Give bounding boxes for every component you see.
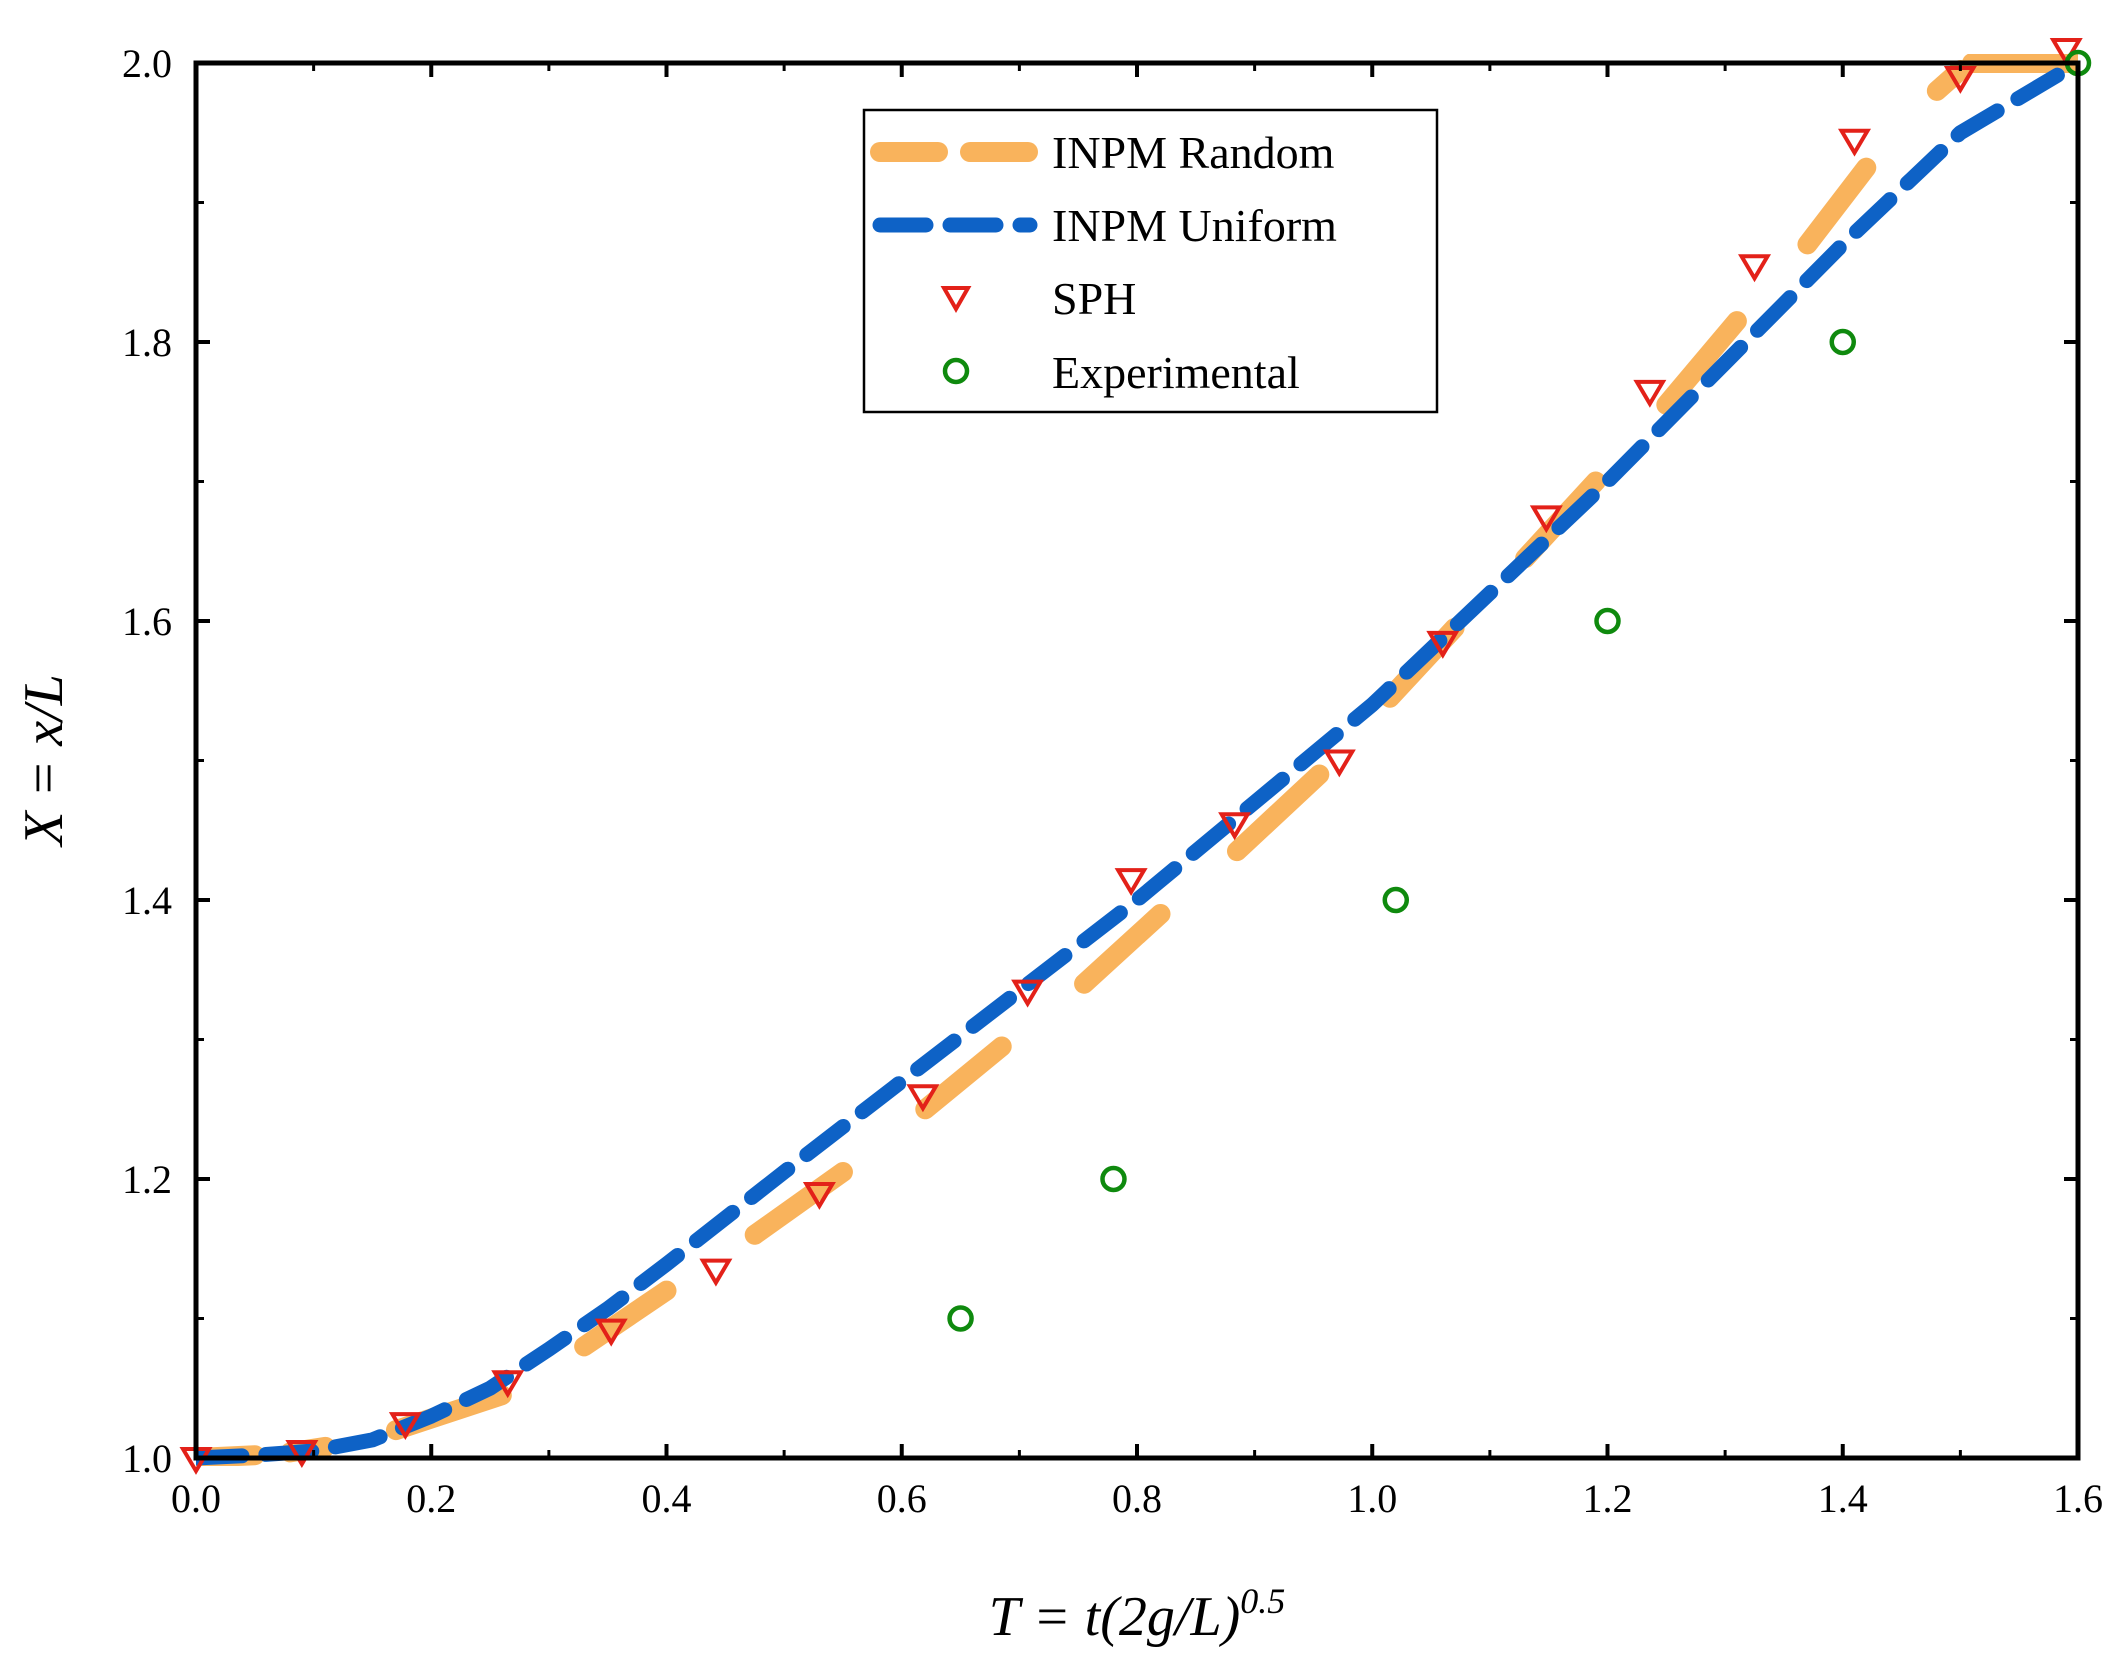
legend-label-inpm-uniform: INPM Uniform — [1052, 200, 1337, 251]
sph-point — [802, 1181, 836, 1210]
legend-label-inpm-random: INPM Random — [1052, 127, 1335, 178]
sph-point — [1633, 379, 1667, 408]
series-inpm-random-segment — [1656, 311, 1747, 415]
experimental-point — [1829, 328, 1856, 356]
marker-layer — [179, 38, 2092, 1475]
x-tick-label: 1.0 — [1347, 1476, 1397, 1521]
y-tick-label: 2.0 — [122, 41, 172, 86]
sph-point — [388, 1412, 422, 1441]
sph-point — [699, 1258, 733, 1287]
sph-point — [1529, 505, 1563, 534]
sph-point — [1838, 128, 1872, 157]
x-tick-label: 1.6 — [2053, 1476, 2103, 1521]
y-tick-label: 1.2 — [122, 1157, 172, 1202]
y-tick-label: 1.0 — [122, 1436, 172, 1481]
sph-point — [1322, 749, 1356, 778]
x-axis-title-main: T = t(2g/L) — [989, 1586, 1240, 1648]
sph-point — [1426, 630, 1460, 659]
x-tick-label: 1.2 — [1583, 1476, 1633, 1521]
legend-entry-inpm-uniform: INPM Uniform — [872, 200, 1337, 251]
x-tick-label: 0.0 — [171, 1476, 221, 1521]
series-inpm-uniform-line — [196, 55, 2078, 1466]
label-layer: 0.0 0.2 0.4 0.6 0.8 1.0 1.2 1.4 1.6 1.0 1.2 1.4 1.6 1… — [122, 41, 2103, 1521]
series-inpm-random-segment — [1926, 59, 1971, 101]
series-inpm-random-segment — [1074, 903, 1171, 994]
sph-point — [1218, 812, 1252, 841]
y-tick-label: 1.4 — [122, 878, 172, 923]
sph-point — [1738, 254, 1772, 283]
legend-entry-inpm-random: INPM Random — [870, 127, 1335, 178]
y-tick-label: 1.8 — [122, 320, 172, 365]
x-tick-label: 1.4 — [1818, 1476, 1868, 1521]
y-tick-label: 1.6 — [122, 599, 172, 644]
legend-entry-experimental: Experimental — [942, 347, 1300, 398]
sph-point — [1114, 868, 1148, 897]
x-tick-label: 0.6 — [877, 1476, 927, 1521]
sph-point — [594, 1318, 628, 1347]
series-inpm-random-segment — [574, 1280, 677, 1357]
experimental-point — [1100, 1165, 1127, 1193]
legend-entry-sph: SPH — [940, 273, 1136, 324]
legend-label-experimental: Experimental — [1052, 347, 1300, 398]
experimental-point — [1382, 886, 1410, 914]
legend-marker-experimental — [942, 357, 970, 385]
tick-layer — [194, 61, 2080, 1460]
x-axis-title: T = t(2g/L)0.5 — [989, 1581, 1285, 1648]
legend-label-sph: SPH — [1052, 273, 1136, 324]
experimental-point — [1594, 607, 1621, 635]
legend-marker-sph — [940, 286, 972, 314]
legend: INPM Random INPM Uniform SPH Experimenta… — [862, 108, 1439, 414]
sph-point — [1011, 979, 1045, 1008]
x-tick-label: 0.2 — [406, 1476, 456, 1521]
x-tick-label: 0.8 — [1112, 1476, 1162, 1521]
series-inpm-random-segment — [1797, 157, 1877, 255]
series-inpm-random-segment — [1226, 764, 1330, 862]
series-inpm-random-segment — [915, 1036, 1012, 1120]
experimental-point — [947, 1305, 974, 1332]
sph-point — [906, 1084, 940, 1113]
sph-point — [491, 1370, 525, 1399]
x-tick-label: 0.4 — [642, 1476, 692, 1521]
y-axis-title: X = x/L — [13, 674, 75, 848]
x-axis-title-exponent: 0.5 — [1240, 1581, 1285, 1621]
sph-point — [285, 1440, 319, 1468]
